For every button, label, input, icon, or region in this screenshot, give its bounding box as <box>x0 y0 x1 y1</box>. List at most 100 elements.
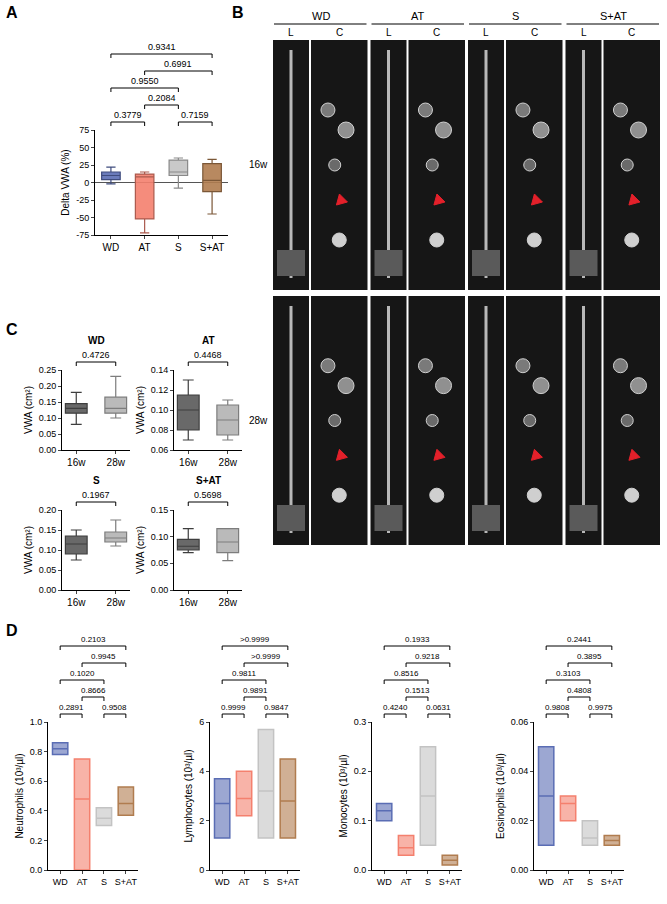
svg-text:0.12: 0.12 <box>151 385 169 395</box>
svg-text:B: B <box>232 4 244 21</box>
svg-text:S: S <box>101 877 107 887</box>
svg-text:VWA (cm²): VWA (cm²) <box>135 526 146 574</box>
svg-text:28w: 28w <box>219 597 238 608</box>
svg-text:0.9847: 0.9847 <box>264 703 289 712</box>
svg-text:Lymphocytes (10³/µl): Lymphocytes (10³/µl) <box>183 749 194 842</box>
svg-text:0.4240: 0.4240 <box>383 703 408 712</box>
svg-text:0.3: 0.3 <box>354 717 367 727</box>
svg-text:75: 75 <box>79 125 89 135</box>
svg-text:0.00: 0.00 <box>39 445 57 455</box>
svg-text:AT: AT <box>563 877 574 887</box>
svg-text:-75: -75 <box>76 230 89 240</box>
svg-text:L: L <box>288 27 294 38</box>
svg-text:0.15: 0.15 <box>39 525 57 535</box>
svg-text:0.2: 0.2 <box>354 766 367 776</box>
svg-text:S+AT: S+AT <box>601 877 624 887</box>
svg-text:AT: AT <box>411 10 425 22</box>
svg-text:0.05: 0.05 <box>39 429 57 439</box>
svg-text:0.4468: 0.4468 <box>194 350 222 360</box>
svg-text:0.4: 0.4 <box>30 806 43 816</box>
svg-text:0.8: 0.8 <box>30 747 43 757</box>
svg-text:0.6991: 0.6991 <box>164 59 192 69</box>
svg-text:0.1967: 0.1967 <box>82 490 110 500</box>
svg-text:0.2103: 0.2103 <box>81 635 106 644</box>
svg-text:S+AT: S+AT <box>196 475 221 486</box>
svg-text:S: S <box>175 242 182 253</box>
svg-text:VWA (cm²): VWA (cm²) <box>135 386 146 434</box>
svg-text:1.0: 1.0 <box>30 717 43 727</box>
svg-text:Monocytes (10³/µl): Monocytes (10³/µl) <box>338 754 349 837</box>
svg-text:>0.9999: >0.9999 <box>251 652 281 661</box>
svg-text:C: C <box>6 321 18 338</box>
svg-text:L: L <box>581 27 587 38</box>
svg-text:S+AT: S+AT <box>439 877 462 887</box>
svg-text:0.00: 0.00 <box>39 585 57 595</box>
svg-text:C: C <box>628 27 635 38</box>
svg-text:0.1933: 0.1933 <box>405 635 430 644</box>
svg-text:S: S <box>512 10 519 22</box>
svg-text:0.1020: 0.1020 <box>70 669 95 678</box>
svg-text:WD: WD <box>53 877 68 887</box>
svg-text:VWA (cm²): VWA (cm²) <box>23 526 34 574</box>
svg-text:0.00: 0.00 <box>511 865 529 875</box>
svg-text:0.25: 0.25 <box>39 365 57 375</box>
svg-text:28w: 28w <box>107 457 126 468</box>
svg-text:0.2891: 0.2891 <box>59 703 84 712</box>
svg-text:0.05: 0.05 <box>151 558 169 568</box>
svg-text:WD: WD <box>215 877 230 887</box>
svg-text:0.06: 0.06 <box>151 445 169 455</box>
svg-text:0.9508: 0.9508 <box>102 703 127 712</box>
svg-text:0.00: 0.00 <box>151 585 169 595</box>
svg-text:0.10: 0.10 <box>39 545 57 555</box>
svg-text:S+AT: S+AT <box>200 242 225 253</box>
svg-text:S: S <box>263 877 269 887</box>
svg-text:0.6: 0.6 <box>30 776 43 786</box>
svg-text:25: 25 <box>79 160 89 170</box>
svg-text:AT: AT <box>77 877 88 887</box>
svg-text:WD: WD <box>539 877 554 887</box>
svg-text:D: D <box>6 622 18 639</box>
svg-text:Neutrophils (10³/µl): Neutrophils (10³/µl) <box>14 753 25 838</box>
svg-text:-50: -50 <box>76 213 89 223</box>
svg-text:WD: WD <box>377 877 392 887</box>
svg-text:0.15: 0.15 <box>39 397 57 407</box>
svg-text:28w: 28w <box>107 597 126 608</box>
svg-text:0.2084: 0.2084 <box>148 93 176 103</box>
svg-text:0.9975: 0.9975 <box>588 703 613 712</box>
svg-text:Eosinophils (10³/µl): Eosinophils (10³/µl) <box>495 753 506 839</box>
svg-text:AT: AT <box>239 877 250 887</box>
svg-text:0.9811: 0.9811 <box>232 669 256 678</box>
svg-text:16w: 16w <box>67 597 86 608</box>
svg-text:S+AT: S+AT <box>600 10 627 22</box>
svg-text:L: L <box>483 27 489 38</box>
svg-text:AT: AT <box>139 242 151 253</box>
svg-text:50: 50 <box>79 143 89 153</box>
svg-text:A: A <box>6 4 18 21</box>
svg-text:0.5698: 0.5698 <box>194 490 222 500</box>
svg-text:C: C <box>433 27 440 38</box>
svg-text:0.05: 0.05 <box>39 565 57 575</box>
svg-text:28w: 28w <box>249 415 268 426</box>
svg-text:0.7159: 0.7159 <box>181 110 209 120</box>
svg-text:0.14: 0.14 <box>151 365 169 375</box>
svg-text:0.9218: 0.9218 <box>415 652 440 661</box>
svg-text:0.4808: 0.4808 <box>567 686 592 695</box>
svg-text:C: C <box>336 27 343 38</box>
svg-text:0.10: 0.10 <box>151 405 169 415</box>
svg-text:0.20: 0.20 <box>39 381 57 391</box>
svg-text:S+AT: S+AT <box>277 877 300 887</box>
svg-text:WD: WD <box>312 10 330 22</box>
svg-text:0.2441: 0.2441 <box>567 635 592 644</box>
svg-text:0.3103: 0.3103 <box>556 669 581 678</box>
svg-text:0.20: 0.20 <box>39 505 57 515</box>
svg-text:0.8666: 0.8666 <box>81 686 106 695</box>
svg-text:WD: WD <box>88 335 105 346</box>
svg-text:0.9999: 0.9999 <box>221 703 246 712</box>
svg-text:S: S <box>93 475 100 486</box>
svg-text:0: 0 <box>199 865 204 875</box>
svg-text:0.9891: 0.9891 <box>243 686 268 695</box>
svg-text:2: 2 <box>199 816 204 826</box>
svg-text:0: 0 <box>84 178 89 188</box>
svg-text:WD: WD <box>103 242 120 253</box>
svg-text:C: C <box>531 27 538 38</box>
